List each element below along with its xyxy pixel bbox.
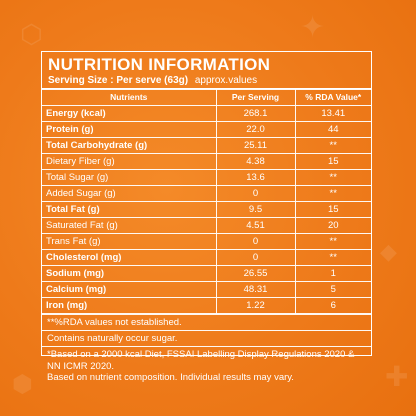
- background-decoration: ◆: [380, 240, 397, 265]
- table-row: Total Sugar (g) 13.6 **: [42, 169, 371, 186]
- background-decoration: ✚: [385, 360, 409, 393]
- nutrition-table: Nutrients Per Serving % RDA Value* Energ…: [42, 89, 371, 314]
- rda-value: 15: [294, 201, 371, 218]
- per-serving-value: 0: [215, 249, 296, 266]
- rda-value: **: [294, 185, 371, 202]
- table-row: Sodium (mg) 26.55 1: [42, 265, 371, 282]
- per-serving-value: 22.0: [215, 121, 296, 138]
- per-serving-value: 1.22: [215, 297, 296, 314]
- nutrient-name: Energy (kcal): [42, 105, 217, 122]
- serving-size: Serving Size : Per serve (63g) approx.va…: [42, 74, 371, 89]
- header-per-serving: Per Serving: [215, 89, 296, 106]
- header-rda: % RDA Value*: [294, 89, 371, 106]
- rda-value: **: [294, 249, 371, 266]
- rda-value: 1: [294, 265, 371, 282]
- nutrient-name: Dietary Fiber (g): [42, 153, 217, 170]
- table-row: Cholesterol (mg) 0 **: [42, 249, 371, 266]
- rda-value: 15: [294, 153, 371, 170]
- per-serving-value: 9.5: [215, 201, 296, 218]
- rda-value: 44: [294, 121, 371, 138]
- rda-value: **: [294, 137, 371, 154]
- table-row: Iron (mg) 1.22 6: [42, 297, 371, 314]
- rda-value: 5: [294, 281, 371, 298]
- background-decoration: ⬢: [12, 370, 33, 398]
- note-natural-sugar: Contains naturally occur sugar.: [42, 330, 371, 346]
- nutrient-name: Added Sugar (g): [42, 185, 217, 202]
- header-nutrients: Nutrients: [42, 89, 217, 106]
- table-row: Total Carbohydrate (g) 25.11 **: [42, 137, 371, 154]
- rda-value: 20: [294, 217, 371, 234]
- table-row: Saturated Fat (g) 4.51 20: [42, 217, 371, 234]
- nutrient-name: Iron (mg): [42, 297, 217, 314]
- table-row: Total Fat (g) 9.5 15: [42, 201, 371, 218]
- note-rda-not-established: **%RDA values not established.: [42, 314, 371, 330]
- serving-approx-note: approx.values: [194, 75, 258, 86]
- nutrient-name: Calcium (mg): [42, 281, 217, 298]
- nutrient-name: Total Sugar (g): [42, 169, 217, 186]
- table-row: Added Sugar (g) 0 **: [42, 185, 371, 202]
- per-serving-value: 4.38: [215, 153, 296, 170]
- per-serving-value: 268.1: [215, 105, 296, 122]
- table-row: Dietary Fiber (g) 4.38 15: [42, 153, 371, 170]
- table-row: Trans Fat (g) 0 **: [42, 233, 371, 250]
- note-basis: *Based on a 2000 kcal Diet, FSSAI Labell…: [42, 346, 371, 385]
- per-serving-value: 26.55: [215, 265, 296, 282]
- table-header-row: Nutrients Per Serving % RDA Value*: [42, 89, 371, 106]
- per-serving-value: 48.31: [215, 281, 296, 298]
- nutrient-name: Total Carbohydrate (g): [42, 137, 217, 154]
- serving-size-label: Serving Size : Per serve (63g): [48, 75, 189, 86]
- per-serving-value: 0: [215, 233, 296, 250]
- nutrient-name: Protein (g): [42, 121, 217, 138]
- per-serving-value: 4.51: [215, 217, 296, 234]
- nutrient-name: Total Fat (g): [42, 201, 217, 218]
- nutrition-panel: NUTRITION INFORMATION Serving Size : Per…: [41, 51, 372, 383]
- panel-title: NUTRITION INFORMATION: [48, 55, 271, 74]
- rda-value: 6: [294, 297, 371, 314]
- per-serving-value: 25.11: [215, 137, 296, 154]
- note-basis-text: *Based on a 2000 kcal Diet, FSSAI Labell…: [47, 349, 355, 372]
- nutrient-name: Cholesterol (mg): [42, 249, 217, 266]
- table-row: Protein (g) 22.0 44: [42, 121, 371, 138]
- nutrient-name: Trans Fat (g): [42, 233, 217, 250]
- rda-value: 13.41: [294, 105, 371, 122]
- background-decoration: ✦: [300, 10, 326, 45]
- per-serving-value: 0: [215, 185, 296, 202]
- per-serving-value: 13.6: [215, 169, 296, 186]
- background-decoration: ⬡: [20, 20, 43, 50]
- note-composition-text: Based on nutrient composition. Individua…: [47, 372, 294, 383]
- table-row: Calcium (mg) 48.31 5: [42, 281, 371, 298]
- nutrient-name: Sodium (mg): [42, 265, 217, 282]
- table-row: Energy (kcal) 268.1 13.41: [42, 105, 371, 122]
- rda-value: **: [294, 233, 371, 250]
- rda-value: **: [294, 169, 371, 186]
- nutrient-name: Saturated Fat (g): [42, 217, 217, 234]
